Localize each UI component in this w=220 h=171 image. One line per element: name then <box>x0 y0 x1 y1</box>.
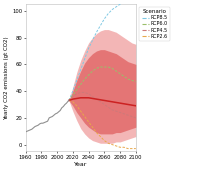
Legend: RCP8.5, RCP6.0, RCP4.5, RCP2.6: RCP8.5, RCP6.0, RCP4.5, RCP2.6 <box>139 7 170 41</box>
Y-axis label: Yearly CO2 emissions (gt CO2): Yearly CO2 emissions (gt CO2) <box>4 36 9 120</box>
X-axis label: Year: Year <box>74 162 87 167</box>
